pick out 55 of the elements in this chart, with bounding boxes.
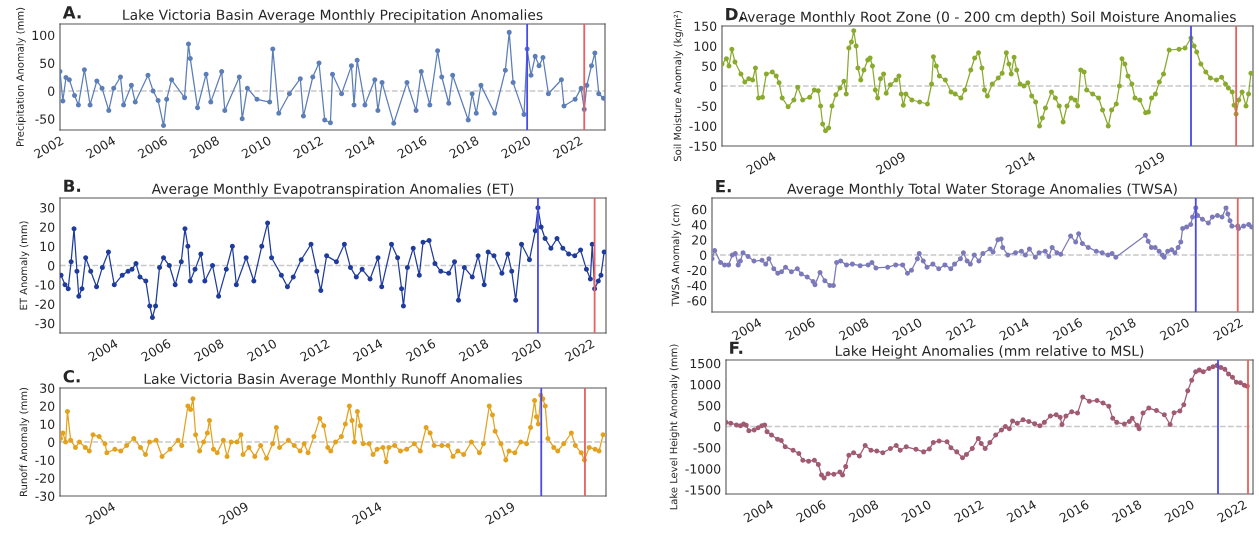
y-tick-label: 10 [40,241,55,252]
y-tick-label: 10 [40,419,55,429]
y-tick-label: -50 [35,114,55,124]
chart-title: Average Monthly Total Water Storage Anomalies (TWSA) [787,183,1177,197]
y-tick-label: -60 [687,296,707,306]
text: B. [64,179,81,192]
y-tick-label: -20 [687,265,707,276]
y-tick-label: 0 [710,81,717,91]
text: F. [730,341,743,354]
y-tick-label: -150 [689,141,717,151]
y-tick-label: 50 [702,61,717,71]
y-tick-label: -10 [35,455,55,465]
y-tick-label: -50 [697,101,717,111]
y-tick-label: 60 [692,204,707,215]
y-tick-label: 20 [692,235,707,245]
y-tick-label: 100 [694,41,717,51]
y-tick-label: -20 [35,299,55,309]
y-tick-label: -10 [35,280,55,290]
y-axis-title: Soil Moisture Anomaly (kg/m²) [673,11,684,162]
y-tick-label: 0 [48,86,55,96]
y-axis-title: TWSA Anomaly (cm) [671,204,682,307]
y-tick-label: 50 [40,58,55,68]
y-axis-title: ET Anomaly (mm) [19,221,30,310]
y-tick-label: -500 [693,443,721,453]
y-tick-label: 30 [40,203,55,213]
y-tick-label: -40 [687,280,707,291]
y-tick-label: -1500 [685,485,721,495]
y-tick-label: 0 [48,437,55,447]
text: A. [62,6,81,19]
y-tick-label: 30 [40,383,55,393]
y-tick-label: -30 [35,318,55,329]
chart-title: Average Monthly Evapotranspiration Anomalies (ET) [151,183,514,197]
y-tick-label: -100 [689,121,717,131]
y-tick-label: 150 [694,21,717,31]
chart-title: Lake Victoria Basin Average Monthly Precipitation Anomalies [123,9,543,23]
y-tick-label: -30 [35,491,55,501]
y-tick-label: 20 [40,401,55,411]
text: E. [716,180,731,193]
y-tick-label: 0 [48,260,55,271]
y-tick-label: -1000 [685,464,721,474]
y-tick-label: 40 [691,220,707,230]
y-tick-label: 1000 [690,379,721,390]
y-tick-label: 500 [698,400,721,411]
chart-title: Lake Height Anomalies (mm relative to MSL) [835,345,1144,359]
text: C. [63,370,80,383]
y-tick-label: 1500 [690,358,721,369]
y-axis-title: Runoff Anomaly (mm) [19,387,30,496]
y-tick-label: 0 [700,250,707,260]
y-tick-label: 100 [32,30,55,41]
y-tick-label: 20 [40,222,55,232]
y-axis-title: Precipitation Anomaly (mm) [16,7,26,147]
y-tick-label: -20 [35,473,55,483]
y-axis-title: Lake Level Height Anomaly (mm) [669,344,680,510]
y-tick-label: 0 [714,422,721,432]
chart-title: Lake Victoria Basin Average Monthly Runoff Anomalies [144,373,522,387]
